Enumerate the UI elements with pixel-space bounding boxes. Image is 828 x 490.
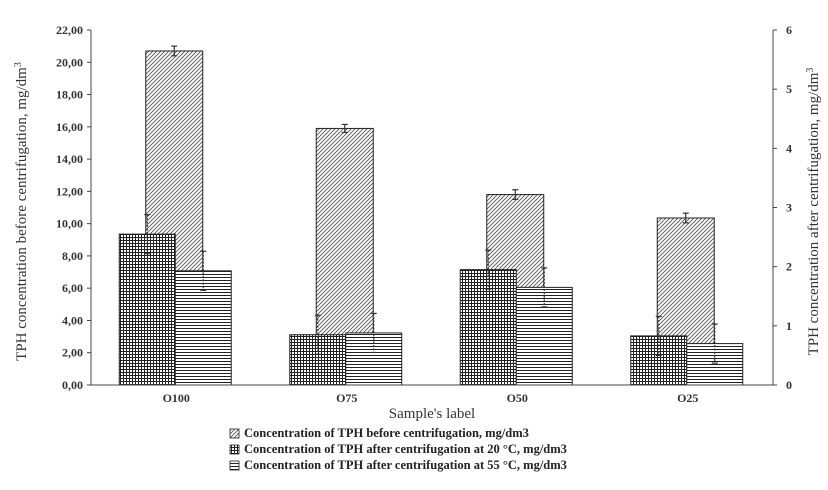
bar-horizontal-o50 <box>515 286 573 386</box>
y-tick-label-left: 12,00 <box>56 184 83 198</box>
legend-swatch-diagonal <box>229 428 240 439</box>
y-tick-label-left: 14,00 <box>56 152 83 166</box>
plot-area <box>118 45 744 386</box>
y-tick-label-left: 6,00 <box>62 281 83 295</box>
y-tick-label-left: 2,00 <box>62 346 83 360</box>
y-tick-label-left: 8,00 <box>62 249 83 263</box>
legend-label-diagonal: Concentration of TPH before centrifugati… <box>244 426 529 440</box>
legend-label-horizontal: Concentration of TPH after centrifugatio… <box>244 458 567 472</box>
y-tick-label-right: 3 <box>786 201 792 215</box>
y-tick-label-left: 18,00 <box>56 88 83 102</box>
axes: 0,00 2,00 4,00 6,00 8,00 10,00 12,00 14,00 16,00… <box>13 23 823 422</box>
legend-swatch-grid <box>229 444 240 455</box>
bar-grid-o100 <box>118 233 176 386</box>
y-tick-label-left: 4,00 <box>62 313 83 327</box>
x-tick-label: O75 <box>336 391 357 405</box>
y-tick-label-right: 6 <box>786 23 792 37</box>
x-tick-label: O100 <box>163 391 190 405</box>
bar-grid-o25 <box>630 335 688 386</box>
y-tick-label-right: 2 <box>786 260 792 274</box>
y-tick-label-left: 10,00 <box>56 217 83 231</box>
y-axis-title-left-superscript: 3 <box>13 62 24 67</box>
y-tick-label-right: 1 <box>786 319 792 333</box>
bar-horizontal-o75 <box>345 332 403 386</box>
legend-label-grid: Concentration of TPH after centrifugatio… <box>244 442 567 456</box>
legend: Concentration of TPH before centrifugati… <box>229 426 567 472</box>
y-axis-title-right: TPH concentration after centrifugation, … <box>805 68 823 356</box>
y-tick-label-right: 4 <box>786 141 792 155</box>
x-tick-label: O50 <box>507 391 528 405</box>
y-tick-label-right: 0 <box>786 378 792 392</box>
bar-grid-o75 <box>289 334 347 386</box>
x-tick-label: O25 <box>677 391 698 405</box>
y-tick-label-right: 5 <box>786 82 792 96</box>
y-axis-title-right-superscript: 3 <box>805 68 816 73</box>
y-axis-title-left: TPH concentration before centrifugation,… <box>13 62 31 361</box>
x-axis-title: Sample's label <box>389 406 475 422</box>
y-tick-label-left: 20,00 <box>56 55 83 69</box>
y-tick-label-left: 22,00 <box>56 23 83 37</box>
y-tick-label-left: 16,00 <box>56 120 83 134</box>
y-tick-label-left: 0,00 <box>62 378 83 392</box>
legend-swatch-horizontal <box>229 460 240 471</box>
